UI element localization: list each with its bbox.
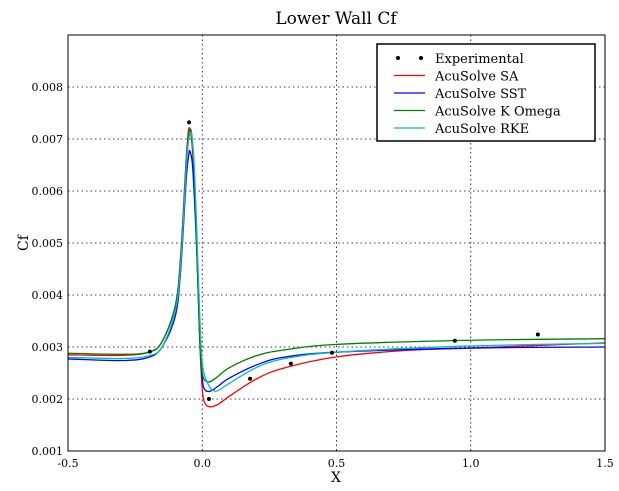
experimental-point bbox=[248, 376, 253, 381]
legend-marker-experimental bbox=[419, 56, 423, 60]
y-tick-label: 0.005 bbox=[32, 237, 64, 250]
experimental-point bbox=[288, 361, 293, 366]
series-line-acusolve-rke bbox=[68, 131, 605, 392]
y-tick-label: 0.001 bbox=[32, 445, 64, 458]
experimental-point bbox=[535, 332, 540, 337]
experimental-point bbox=[147, 349, 152, 354]
x-tick-label: 0.5 bbox=[328, 457, 346, 470]
plot-frame bbox=[67, 34, 606, 452]
experimental-point bbox=[187, 120, 192, 125]
y-tick-label: 0.004 bbox=[32, 289, 64, 302]
legend-marker-experimental bbox=[396, 56, 400, 60]
x-axis-label: X bbox=[331, 470, 341, 486]
x-tick-label: 1.0 bbox=[462, 457, 480, 470]
legend-label: AcuSolve K Omega bbox=[434, 105, 561, 120]
y-tick-label: 0.006 bbox=[32, 185, 64, 198]
x-tick-label: 0.0 bbox=[194, 457, 212, 470]
experimental-point bbox=[452, 338, 457, 343]
series-lines bbox=[68, 126, 605, 408]
y-tick-label: 0.003 bbox=[32, 341, 64, 354]
legend-label: AcuSolve SA bbox=[434, 70, 519, 85]
legend-label: AcuSolve RKE bbox=[434, 122, 529, 137]
legend-label: AcuSolve SST bbox=[434, 87, 527, 102]
y-axis-label: Cf bbox=[16, 233, 32, 251]
x-tick-label: 1.5 bbox=[596, 457, 614, 470]
experimental-point bbox=[206, 397, 211, 401]
legend: Experimental AcuSolve SA AcuSolve SST AcuSo… bbox=[376, 43, 596, 142]
y-tick-label: 0.002 bbox=[32, 393, 64, 406]
experimental-point bbox=[329, 350, 334, 355]
ticks: -0.5 0.0 0.5 1.0 1.5 0.001 0.002 0.003 0.004 0.00… bbox=[32, 81, 614, 470]
x-tick-label: -0.5 bbox=[57, 457, 78, 470]
y-tick-label: 0.008 bbox=[32, 81, 64, 94]
experimental-points bbox=[147, 120, 540, 401]
chart-title: Lower Wall Cf bbox=[275, 9, 398, 29]
y-tick-label: 0.007 bbox=[32, 133, 64, 146]
legend-label: Experimental bbox=[435, 52, 524, 67]
